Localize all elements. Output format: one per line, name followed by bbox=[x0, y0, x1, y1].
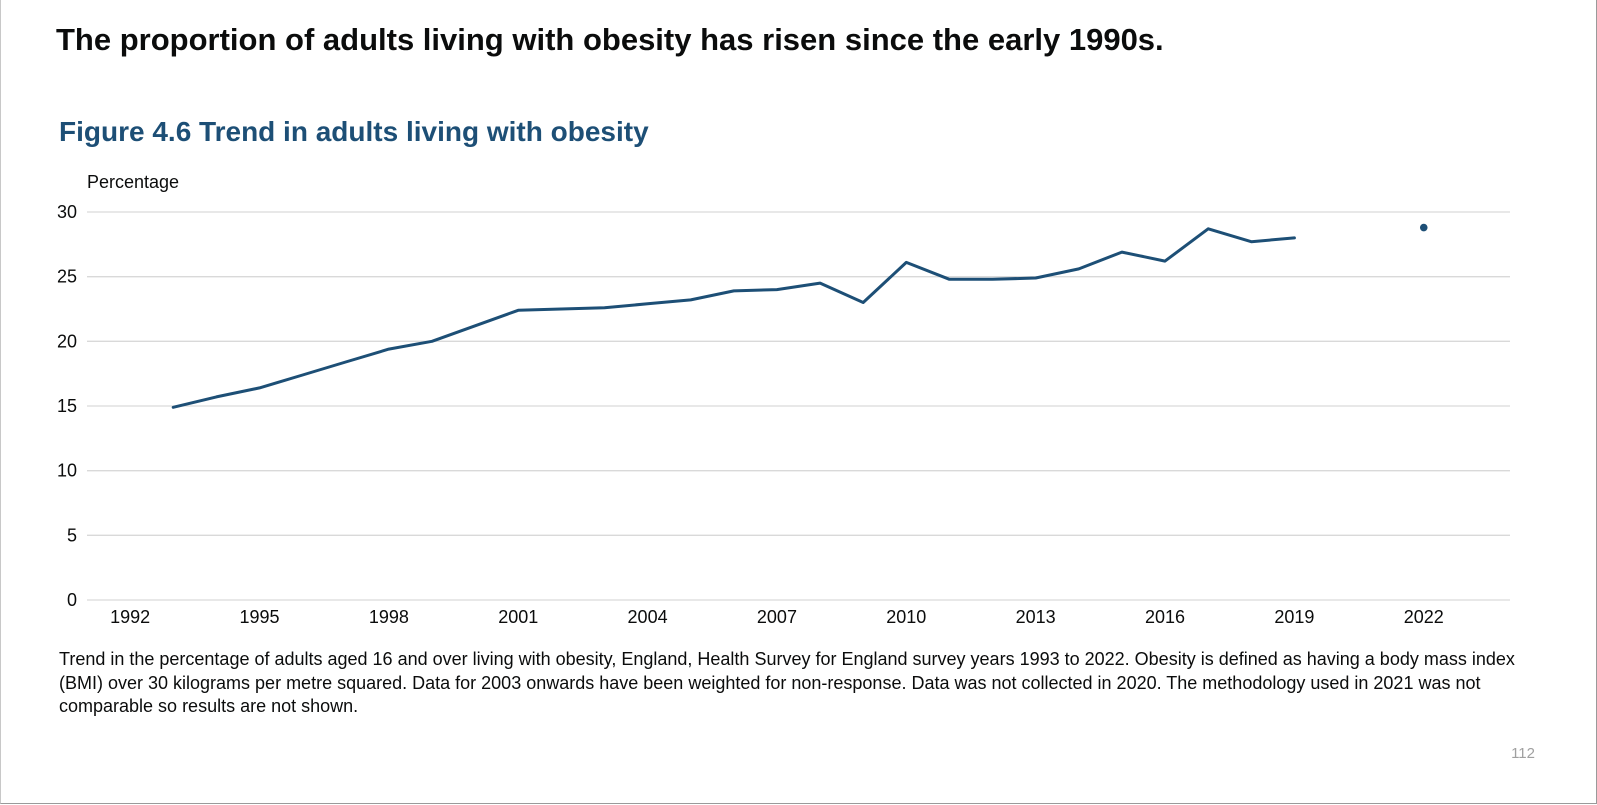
y-tick-label: 10 bbox=[57, 461, 77, 481]
x-tick-label: 2013 bbox=[1016, 607, 1056, 627]
x-tick-label: 2019 bbox=[1274, 607, 1314, 627]
y-axis-title: Percentage bbox=[87, 172, 179, 192]
page-number: 112 bbox=[1511, 745, 1535, 762]
y-tick-label: 0 bbox=[67, 590, 77, 610]
x-tick-label: 2001 bbox=[498, 607, 538, 627]
y-axis: Percentage 0 5 10 15 20 25 30 bbox=[57, 172, 179, 610]
data-point-2022 bbox=[1419, 223, 1428, 232]
gridlines bbox=[87, 211, 1510, 601]
x-axis: 1992 1995 1998 2001 2004 2007 2010 2013 2016 2019… bbox=[110, 607, 1444, 627]
x-tick-label: 2004 bbox=[628, 607, 668, 627]
x-tick-label: 1998 bbox=[369, 607, 409, 627]
x-tick-label: 2010 bbox=[886, 607, 926, 627]
x-tick-label: 1992 bbox=[110, 607, 150, 627]
x-tick-label: 1995 bbox=[239, 607, 279, 627]
y-tick-label: 15 bbox=[57, 396, 77, 416]
series-line-obesity bbox=[171, 227, 1296, 409]
page-headline: The proportion of adults living with obe… bbox=[56, 22, 1164, 57]
series bbox=[171, 223, 1428, 409]
y-tick-label: 20 bbox=[57, 331, 77, 351]
figure-caption: Trend in the percentage of adults aged 1… bbox=[59, 649, 1515, 716]
x-tick-label: 2007 bbox=[757, 607, 797, 627]
obesity-trend-chart: Percentage 0 5 10 15 20 25 30 1992 1995 1998 2001… bbox=[57, 172, 1510, 627]
x-tick-label: 2016 bbox=[1145, 607, 1185, 627]
y-tick-label: 5 bbox=[67, 525, 77, 545]
y-tick-label: 30 bbox=[57, 202, 77, 222]
x-tick-label: 2022 bbox=[1404, 607, 1444, 627]
figure-title: Figure 4.6 Trend in adults living with o… bbox=[59, 116, 649, 147]
y-tick-label: 25 bbox=[57, 267, 77, 287]
